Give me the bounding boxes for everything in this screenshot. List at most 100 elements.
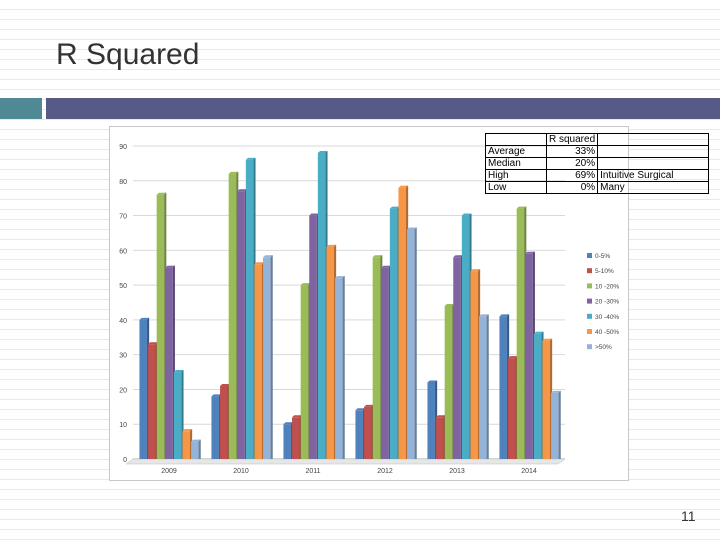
bar-top [220, 383, 230, 386]
bar [182, 431, 190, 459]
bar [263, 257, 271, 459]
y-tick-label: 60 [119, 248, 127, 255]
x-tick-label: 2009 [161, 468, 177, 475]
table-row: Median 20% [485, 157, 710, 170]
table-cell [597, 145, 710, 158]
legend-swatch [587, 344, 592, 350]
bar [372, 257, 381, 459]
bar-top [326, 244, 337, 247]
bar-top [499, 314, 510, 317]
table-row: Low 0% Many [485, 181, 710, 194]
bar [436, 417, 444, 459]
table-cell [597, 157, 710, 170]
bar-side [198, 439, 201, 459]
bar-top [292, 415, 302, 418]
legend-label: 30 -40% [595, 314, 619, 321]
bar-side [218, 394, 222, 459]
table-cell: Median [485, 157, 547, 170]
bar [156, 194, 165, 459]
title-accent-bar [0, 98, 42, 119]
legend-label: 0-5% [595, 253, 610, 260]
legend-label: 20 -30% [595, 299, 619, 306]
bar-top [317, 150, 328, 153]
bar-top [470, 269, 481, 272]
r-squared-table: R squared Average 33% Median 20% High 69… [485, 133, 710, 194]
bar-top [479, 314, 489, 317]
bar [508, 358, 516, 459]
bar-top [300, 283, 311, 286]
bar-top [228, 171, 239, 174]
bar [444, 305, 453, 459]
table-cell: 33% [545, 145, 599, 158]
bar-side [558, 390, 561, 459]
y-tick-label: 20 [119, 387, 127, 394]
bar [407, 229, 415, 459]
legend-label: 10 -20% [595, 283, 619, 290]
bar-side [227, 383, 230, 459]
bar-top [444, 303, 455, 306]
bar-side [532, 251, 535, 459]
bar [148, 344, 156, 459]
bar [525, 253, 533, 459]
legend-label: 5-10% [595, 268, 614, 275]
table-cell: R squared [545, 133, 599, 146]
bar-top [173, 370, 184, 373]
table-row: High 69% Intuitive Surgical [485, 169, 710, 182]
bar-top [148, 342, 158, 345]
table-cell: Low [485, 181, 547, 194]
bar [237, 191, 245, 459]
bar-top [542, 338, 553, 341]
bar [499, 316, 507, 459]
bar-side [189, 429, 193, 459]
legend-swatch [587, 253, 592, 258]
legend-swatch [587, 268, 592, 274]
bar-top [237, 189, 247, 192]
table-header-row: R squared [485, 133, 710, 146]
bar-top [364, 404, 374, 407]
bar-side [261, 262, 265, 459]
bar-top [533, 331, 544, 334]
y-tick-label: 70 [119, 214, 127, 221]
bar-top [453, 255, 463, 258]
title-divider-bar [46, 98, 720, 119]
bar [533, 333, 542, 459]
bar-top [309, 213, 319, 216]
table-cell: 69% [545, 169, 599, 182]
bar-top [263, 255, 273, 258]
x-tick-label: 2014 [521, 468, 537, 475]
bar-side [155, 342, 158, 459]
legend-label: 40 -50% [595, 329, 619, 336]
bar [516, 208, 525, 459]
bar [542, 340, 550, 459]
x-tick-label: 2010 [233, 468, 249, 475]
bar-top [372, 255, 383, 258]
bar [220, 385, 228, 459]
bar-top [191, 439, 201, 442]
bar-top [156, 192, 167, 195]
bar-top [355, 408, 366, 411]
bar [326, 246, 334, 459]
bar-side [486, 314, 489, 459]
bar-top [381, 265, 391, 268]
bar-top [551, 390, 561, 393]
bar [173, 372, 182, 459]
bar [254, 264, 262, 459]
bar-top [139, 317, 150, 320]
bar [335, 278, 343, 459]
bar-side [181, 370, 184, 459]
legend-swatch [587, 298, 592, 304]
table-row: Average 33% [485, 145, 710, 158]
table-cell [485, 133, 547, 146]
table-cell: Many [597, 181, 710, 194]
bar-top [508, 356, 518, 359]
legend-swatch [587, 313, 592, 319]
legend-swatch [587, 329, 592, 334]
chart-floor [125, 458, 566, 465]
bar [191, 441, 199, 459]
table-cell: 20% [545, 157, 599, 170]
bar-top [398, 185, 409, 188]
bar [300, 285, 309, 459]
legend-label: >50% [595, 344, 612, 351]
bar-side [172, 265, 175, 459]
bar [381, 267, 389, 459]
